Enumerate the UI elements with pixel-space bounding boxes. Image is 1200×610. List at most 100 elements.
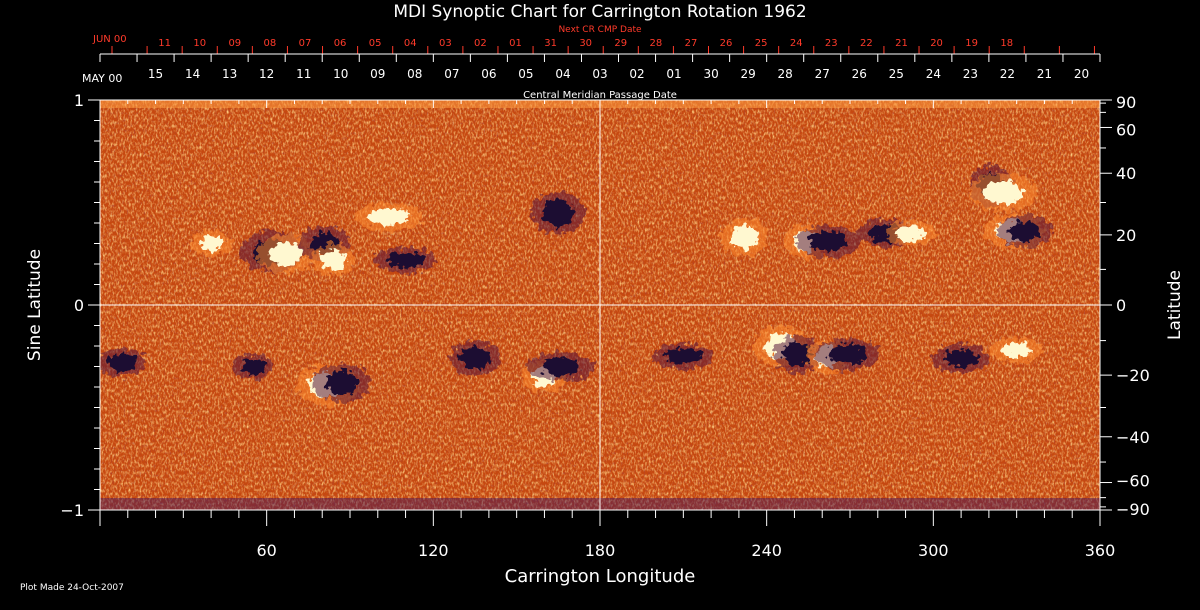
next-cr-date-label: 20 bbox=[930, 38, 943, 49]
next-cr-date-label: 28 bbox=[649, 38, 662, 49]
x-axis: 60 120 180 240 300 360 bbox=[99, 100, 1116, 560]
right-y-tick-label: −90 bbox=[1116, 500, 1150, 519]
cmp-date-label: 24 bbox=[926, 67, 941, 81]
x-tick-label: 300 bbox=[918, 541, 949, 560]
cmp-date-label: 01 bbox=[666, 67, 681, 81]
cmp-date-label: 21 bbox=[1037, 67, 1052, 81]
plot-made-note: Plot Made 24-Oct-2007 bbox=[20, 583, 124, 593]
active-region-positive bbox=[1001, 342, 1032, 359]
x-tick-label: 120 bbox=[418, 541, 449, 560]
active-region-positive bbox=[269, 241, 304, 266]
chart-title: MDI Synoptic Chart for Carrington Rotati… bbox=[393, 2, 806, 22]
cmp-date-label: 03 bbox=[592, 67, 607, 81]
cmp-date-label: 25 bbox=[889, 67, 904, 81]
active-region-positive bbox=[199, 235, 224, 252]
active-region-negative bbox=[387, 251, 424, 268]
next-cr-date-label: 29 bbox=[614, 38, 627, 49]
cmp-axis-label: Central Meridian Passage Date bbox=[523, 90, 677, 101]
right-y-tick-label: 90 bbox=[1116, 93, 1136, 112]
cmp-axis-start-label: MAY 00 bbox=[82, 72, 122, 85]
left-y-axis-label: Sine Latitude bbox=[25, 249, 45, 361]
cmp-date-label: 28 bbox=[778, 67, 793, 81]
next-cr-date-label: 08 bbox=[264, 38, 277, 49]
active-region-positive bbox=[320, 249, 347, 270]
cmp-date-label: 15 bbox=[148, 67, 163, 81]
next-cr-axis-label: Next CR CMP Date bbox=[558, 25, 642, 35]
x-tick-label: 180 bbox=[585, 541, 616, 560]
next-cr-axis: Next CR CMP Date JUN 00 11 10 09 08 07 06 05 04… bbox=[92, 25, 1100, 55]
active-region-positive bbox=[730, 225, 759, 250]
cmp-date-label: 27 bbox=[815, 67, 830, 81]
left-y-axis: −1 0 1 bbox=[60, 91, 100, 520]
cmp-date-label: 13 bbox=[222, 67, 237, 81]
active-region-negative bbox=[1009, 221, 1041, 242]
active-region-negative bbox=[783, 342, 812, 367]
left-y-tick-label: 1 bbox=[74, 91, 84, 110]
cmp-date-label: 20 bbox=[1074, 67, 1089, 81]
next-cr-axis-start-label: JUN 00 bbox=[92, 34, 127, 45]
active-region-negative bbox=[541, 357, 582, 376]
next-cr-date-label: 19 bbox=[965, 38, 978, 49]
x-axis-label: Carrington Longitude bbox=[505, 566, 696, 587]
next-cr-date-label: 03 bbox=[439, 38, 452, 49]
right-y-tick-label: 20 bbox=[1116, 226, 1136, 245]
right-y-tick-label: 40 bbox=[1116, 164, 1136, 183]
active-region-negative bbox=[542, 199, 575, 226]
active-region-negative bbox=[944, 349, 979, 368]
next-cr-date-label: 30 bbox=[579, 38, 592, 49]
active-region-negative bbox=[460, 347, 490, 370]
active-region-negative bbox=[240, 358, 265, 375]
next-cr-date-label: 18 bbox=[1000, 38, 1013, 49]
next-cr-date-label: 05 bbox=[369, 38, 382, 49]
next-cr-date-label: 07 bbox=[299, 38, 312, 49]
cmp-date-label: 09 bbox=[370, 67, 385, 81]
cmp-date-label: 22 bbox=[1000, 67, 1015, 81]
right-y-axis-label: Latitude bbox=[1165, 270, 1185, 340]
cmp-date-label: 04 bbox=[555, 67, 570, 81]
next-cr-date-label: 06 bbox=[334, 38, 347, 49]
right-y-tick-label: 60 bbox=[1116, 120, 1136, 139]
cmp-date-label: 10 bbox=[333, 67, 348, 81]
next-cr-date-label: 23 bbox=[825, 38, 838, 49]
next-cr-date-label: 02 bbox=[474, 38, 487, 49]
cmp-date-label: 08 bbox=[407, 67, 422, 81]
next-cr-date-label: 11 bbox=[158, 38, 171, 49]
active-region-negative bbox=[808, 231, 847, 252]
right-y-tick-label: −20 bbox=[1116, 366, 1150, 385]
next-cr-date-label: 10 bbox=[193, 38, 206, 49]
next-cr-date-label: 01 bbox=[509, 38, 522, 49]
cmp-date-label: 06 bbox=[481, 67, 496, 81]
next-cr-date-label: 22 bbox=[860, 38, 873, 49]
cmp-date-label: 12 bbox=[259, 67, 274, 81]
active-region-negative bbox=[108, 353, 137, 372]
next-cr-date-label: 09 bbox=[228, 38, 241, 49]
cmp-date-label: 14 bbox=[185, 67, 200, 81]
right-y-tick-label: −40 bbox=[1116, 428, 1150, 447]
next-cr-date-label: 25 bbox=[755, 38, 768, 49]
cmp-date-label: 26 bbox=[852, 67, 867, 81]
right-y-tick-label: −60 bbox=[1116, 472, 1150, 491]
cmp-date-label: 29 bbox=[741, 67, 756, 81]
next-cr-date-label: 26 bbox=[720, 38, 733, 49]
right-y-tick-label: 0 bbox=[1116, 296, 1126, 315]
next-cr-date-label: 04 bbox=[404, 38, 417, 49]
cmp-axis: MAY 00 15 14 13 12 11 10 09 08 07 06 05 04 03 02 01 30 2… bbox=[82, 53, 1101, 101]
active-region-negative bbox=[828, 344, 867, 365]
left-y-tick-label: 0 bbox=[74, 296, 84, 315]
cmp-date-label: 30 bbox=[703, 67, 718, 81]
x-tick-label: 240 bbox=[751, 541, 782, 560]
active-region-positive bbox=[896, 225, 927, 242]
active-region-positive bbox=[982, 180, 1023, 205]
left-y-tick-label: −1 bbox=[60, 501, 84, 520]
plot-area bbox=[100, 100, 1100, 510]
next-cr-date-label: 21 bbox=[895, 38, 908, 49]
x-tick-label: 60 bbox=[256, 541, 276, 560]
x-tick-label: 360 bbox=[1085, 541, 1116, 560]
cmp-date-label: 02 bbox=[629, 67, 644, 81]
active-region-positive bbox=[368, 207, 409, 226]
right-y-axis: −90 −60 −40 −20 0 20 40 60 90 bbox=[1100, 93, 1150, 519]
next-cr-date-label: 31 bbox=[544, 38, 557, 49]
cmp-date-label: 11 bbox=[296, 67, 311, 81]
cmp-date-label: 23 bbox=[963, 67, 978, 81]
